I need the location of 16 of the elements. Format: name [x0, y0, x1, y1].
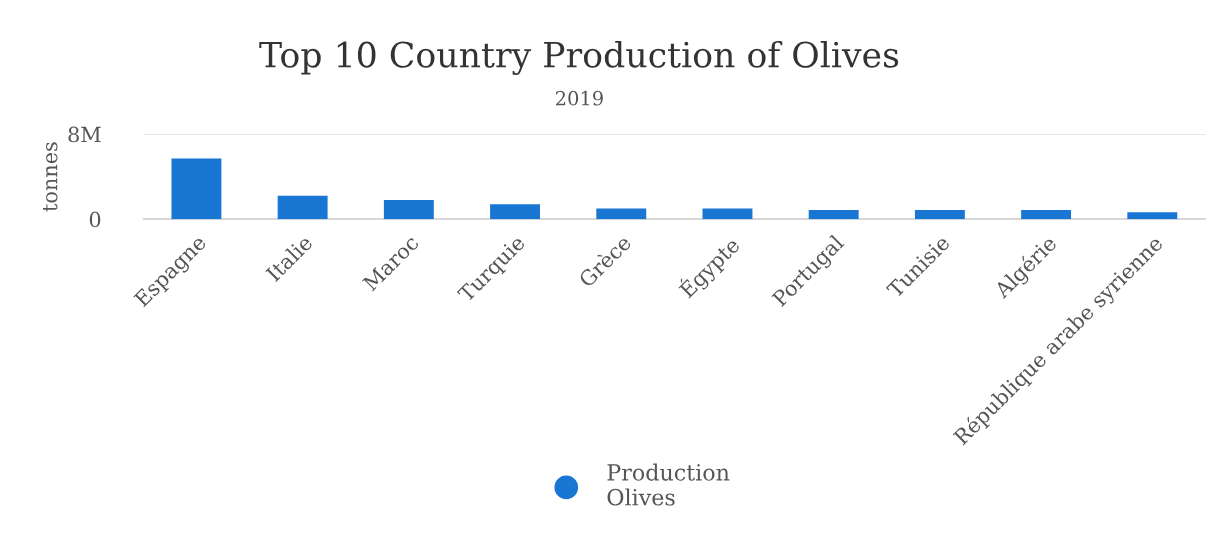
bar	[914, 210, 965, 220]
y-axis-title: tonnes	[43, 142, 58, 212]
bar	[596, 208, 647, 220]
chart-title: Top 10 Country Production of Olives	[259, 40, 899, 76]
y-tick-label: 0	[89, 211, 101, 228]
legend-label: Production Olives	[607, 463, 730, 506]
bar	[171, 158, 222, 220]
bar	[383, 200, 434, 220]
bar	[1021, 210, 1072, 220]
y-tick-label: 8M	[68, 126, 101, 143]
bar	[702, 208, 753, 220]
bar	[1127, 212, 1178, 220]
bar	[277, 195, 328, 220]
chart-subtitle: 2019	[556, 90, 603, 106]
bar	[808, 210, 859, 220]
bar	[490, 204, 541, 220]
